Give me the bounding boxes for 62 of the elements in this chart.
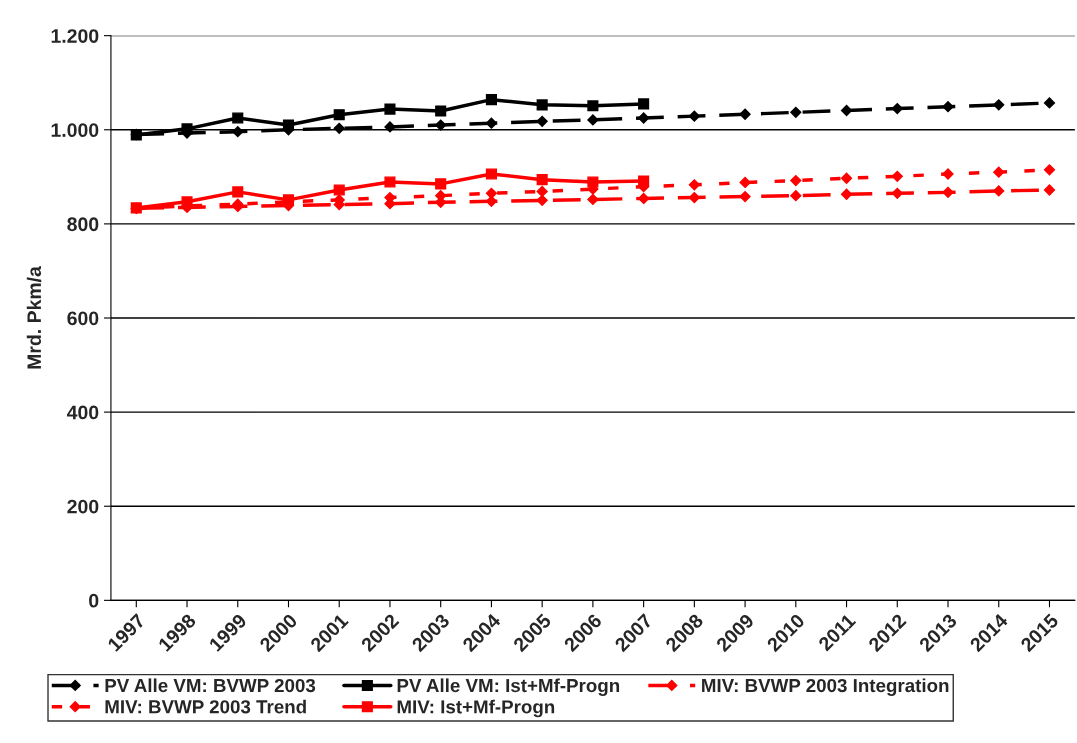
point xyxy=(993,166,1005,178)
point xyxy=(536,194,548,206)
point xyxy=(739,190,751,203)
point xyxy=(942,186,954,198)
point xyxy=(485,117,498,129)
point xyxy=(942,101,954,113)
point xyxy=(993,99,1005,111)
point xyxy=(638,98,650,110)
point xyxy=(435,178,447,190)
y-tick-label: 800 xyxy=(67,217,99,232)
point xyxy=(384,176,396,188)
point xyxy=(485,168,497,180)
point xyxy=(638,175,650,187)
legend-label: MIV: BVWP 2003 Integration xyxy=(702,678,949,696)
point xyxy=(435,105,447,117)
point xyxy=(485,187,498,199)
point xyxy=(587,100,599,112)
point xyxy=(536,174,548,186)
point xyxy=(840,188,853,200)
point xyxy=(739,108,751,120)
y-axis-title: Mrd. Pkm/a xyxy=(26,266,42,369)
point xyxy=(790,174,802,187)
point xyxy=(688,179,700,191)
point xyxy=(485,94,497,106)
point xyxy=(536,99,548,111)
point xyxy=(891,187,903,199)
legend-label: PV Alle VM: Ist+Mf-Progn xyxy=(397,678,620,696)
legend-label: MIV: Ist+Mf-Progn xyxy=(397,699,555,718)
point xyxy=(130,129,142,141)
point xyxy=(232,126,244,138)
point xyxy=(181,123,193,135)
y-tick-label: 1.000 xyxy=(51,123,99,138)
legend-label: PV Alle VM: BVWP 2003 xyxy=(105,678,316,693)
point xyxy=(790,106,802,118)
point xyxy=(333,122,345,134)
point xyxy=(232,112,244,124)
point xyxy=(333,184,345,196)
point xyxy=(993,185,1005,197)
point xyxy=(1043,164,1056,176)
point xyxy=(638,112,650,124)
point xyxy=(587,176,599,188)
y-tick-label: 400 xyxy=(66,405,99,420)
point xyxy=(384,103,396,115)
point xyxy=(282,119,295,131)
point xyxy=(840,172,853,184)
point xyxy=(790,190,802,202)
point xyxy=(688,110,700,122)
point xyxy=(333,109,345,121)
y-tick-label: 600 xyxy=(67,311,99,326)
y-tick-label: 0 xyxy=(89,593,99,608)
y-tick-label: 200 xyxy=(67,499,99,514)
point xyxy=(536,115,548,127)
point xyxy=(232,186,244,198)
point xyxy=(435,119,447,131)
point xyxy=(587,193,599,206)
point xyxy=(587,114,599,126)
legend-label: MIV: BVWP 2003 Trend xyxy=(105,699,306,714)
point xyxy=(739,176,751,189)
y-tick-label: 1.200 xyxy=(51,29,99,43)
point xyxy=(1043,97,1056,109)
point xyxy=(1043,184,1056,196)
point xyxy=(891,170,903,182)
